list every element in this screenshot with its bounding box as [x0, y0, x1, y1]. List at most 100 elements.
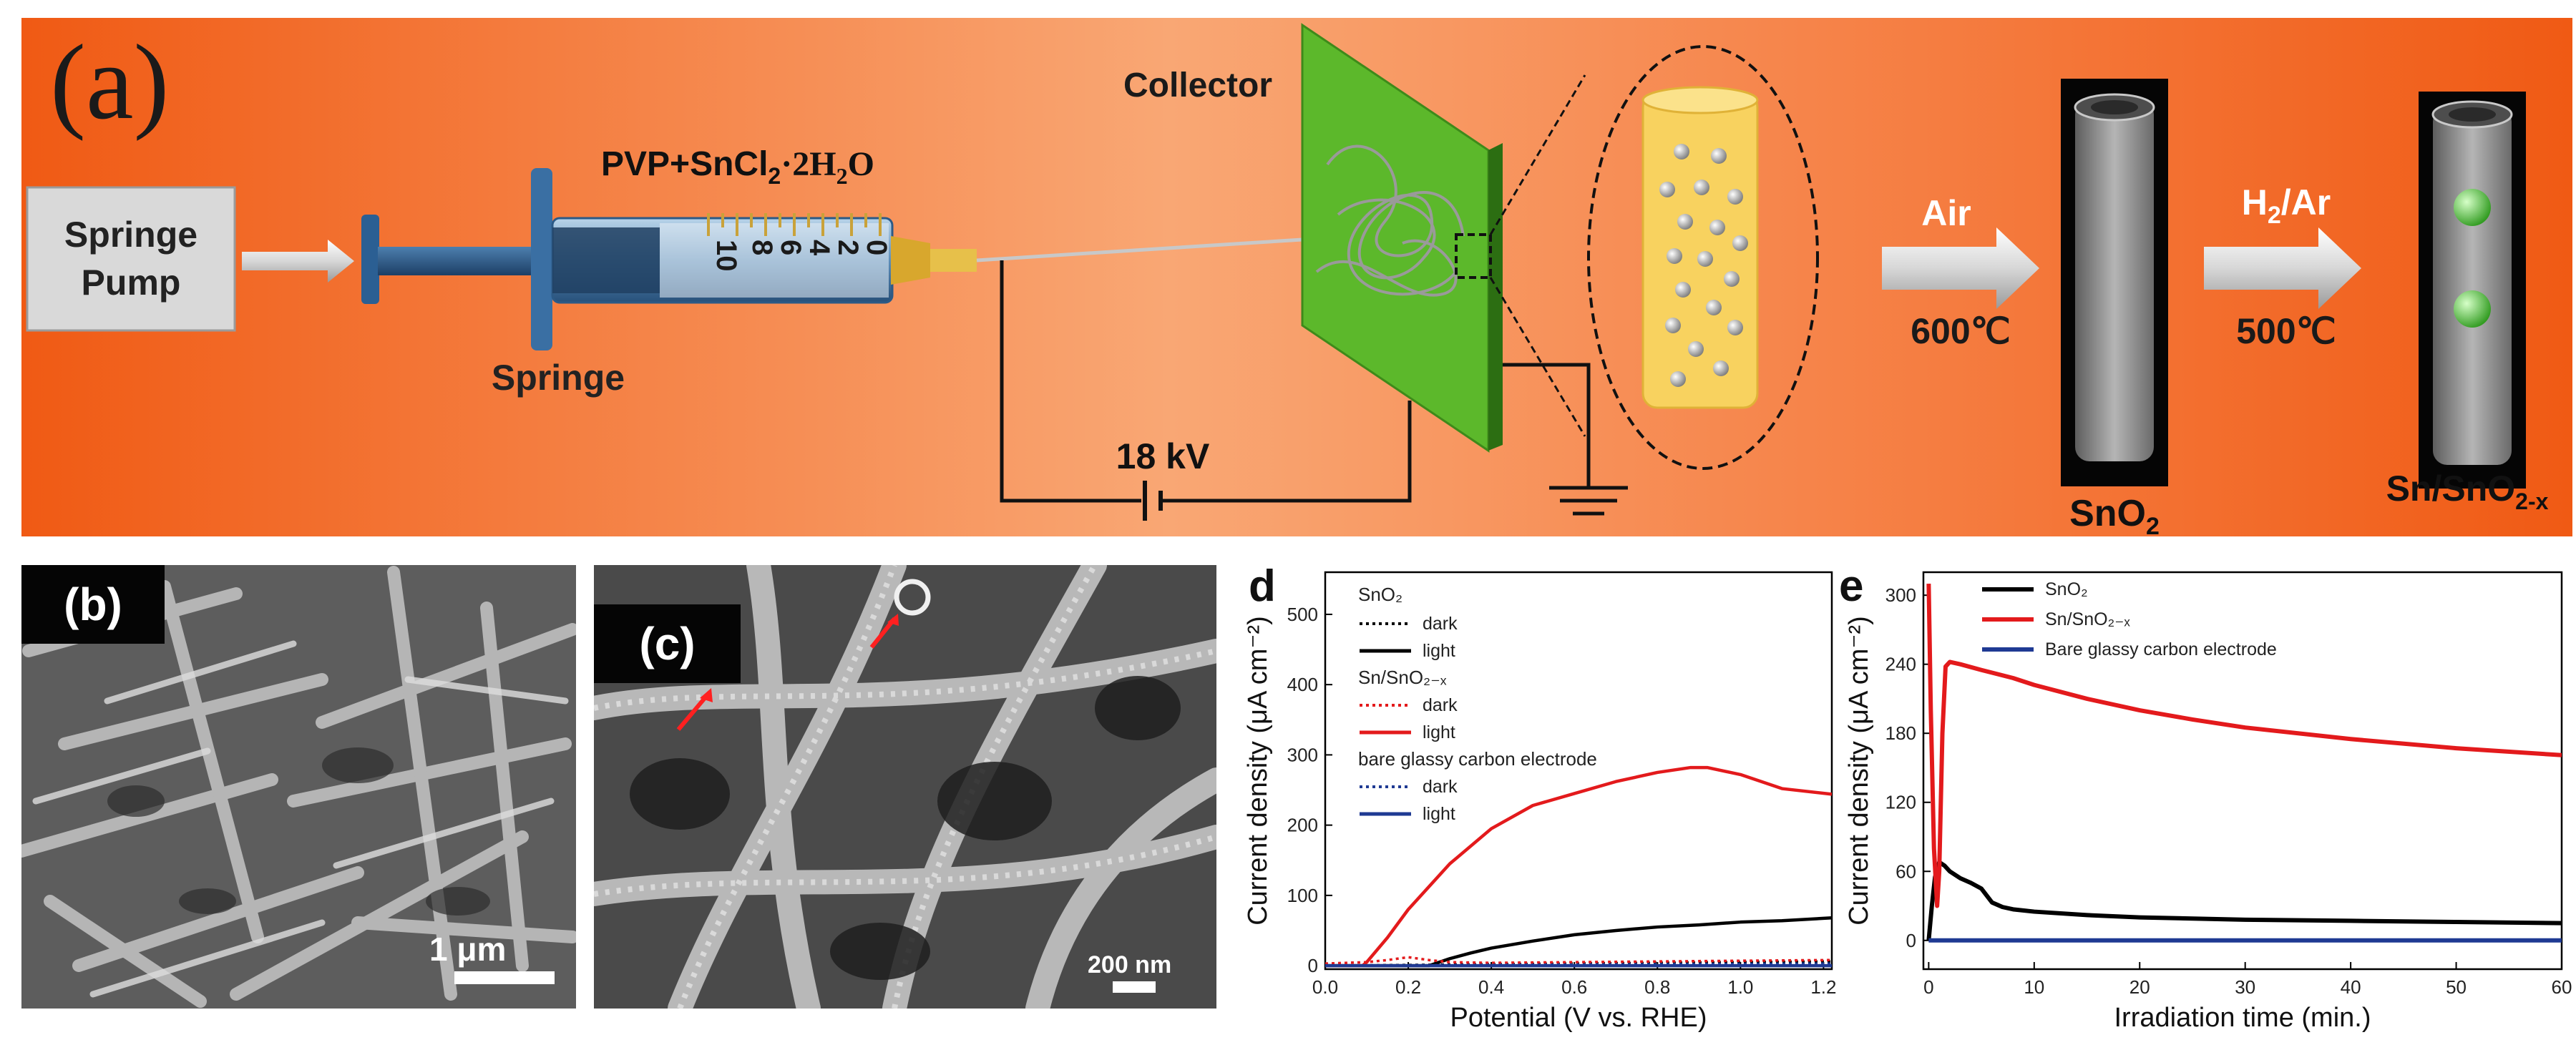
x-tick-label: 0	[1923, 976, 1933, 998]
legend-entry-5: light	[1423, 722, 1455, 742]
panel-c-sem-image: (c) 200 nm	[594, 565, 1216, 1009]
panel-e-letter: e	[1839, 561, 1863, 611]
wire-right	[1163, 401, 1412, 503]
air-arrow	[1882, 227, 2039, 309]
scale-mark-10: 10	[711, 240, 742, 272]
step2-gas-label: H2/Ar	[2242, 182, 2331, 229]
zoom-line-top	[1489, 74, 1586, 235]
syringe-flange	[531, 168, 552, 350]
y-tick-label: 0	[1906, 930, 1916, 951]
product1-label: SnO2	[2069, 493, 2160, 540]
x-tick-label: 50	[2446, 976, 2467, 998]
x-tick-label: 20	[2129, 976, 2150, 998]
solution-label: PVP+SnCl2·2H2O	[601, 145, 874, 189]
x-tick-label: 10	[2024, 976, 2044, 998]
legend-group-3: Sn/SnO₂₋ₓ	[1358, 667, 1447, 688]
panel-b-label: (b)	[21, 565, 165, 644]
panel-c-scale-bar	[1113, 981, 1156, 993]
x-tick-label: 0.6	[1561, 976, 1587, 998]
collector-plate-edge	[1488, 143, 1503, 451]
legend-entry-0: SnO₂	[2045, 579, 2088, 599]
pump-label-line2: Pump	[82, 262, 181, 303]
panel-c-scale-label: 200 nm	[1088, 951, 1172, 978]
panel-b-texture	[21, 565, 576, 1009]
legend-entry-1: Sn/SnO₂₋ₓ	[2045, 609, 2130, 629]
y-tick-label: 60	[1896, 860, 1916, 882]
y-tick-label: 100	[1287, 885, 1318, 906]
zoom-line-bottom	[1489, 277, 1586, 437]
x-tick-label: 0.4	[1478, 976, 1504, 998]
y-axis-label: Current density (μA cm⁻²)	[1844, 616, 1874, 926]
panel-b-scale-label: 1 μm	[429, 931, 507, 968]
sno2-tube-hole	[2091, 100, 2138, 114]
collector-label: Collector	[1123, 67, 1272, 104]
snsno2x-tube-hole	[2449, 107, 2496, 122]
sno2-tube	[2075, 100, 2154, 461]
x-tick-label: 40	[2341, 976, 2361, 998]
panel-d-letter: d	[1249, 561, 1276, 611]
zoom-box	[1455, 233, 1492, 279]
legend-entry-8: light	[1423, 804, 1455, 824]
x-tick-label: 30	[2235, 976, 2255, 998]
series-line-3	[1325, 765, 1832, 968]
x-tick-label: 0.0	[1312, 976, 1338, 998]
scale-mark-8: 8	[746, 240, 778, 255]
wire-ground	[1496, 363, 1591, 486]
scale-mark-0: 0	[861, 240, 892, 255]
plot-frame	[1922, 571, 2563, 971]
y-tick-label: 300	[1885, 584, 1916, 606]
legend-group-6: bare glassy carbon electrode	[1358, 748, 1597, 770]
product2-label: Sn/SnO2-x	[2386, 468, 2549, 514]
x-axis-label: Potential (V vs. RHE)	[1450, 1003, 1707, 1033]
syringe-liquid	[660, 223, 889, 298]
x-tick-label: 1.0	[1727, 976, 1753, 998]
y-tick-label: 240	[1885, 654, 1916, 675]
panel-a-label: (a)	[50, 23, 169, 142]
series-line-2	[1325, 956, 1832, 965]
y-tick-label: 300	[1287, 744, 1318, 765]
y-tick-label: 200	[1287, 815, 1318, 836]
syringe-needle-jet	[976, 237, 1303, 262]
zoom-ellipse	[1587, 45, 1819, 470]
series-line-1	[1926, 584, 2562, 908]
legend-entry-7: dark	[1423, 777, 1458, 797]
scale-mark-6: 6	[775, 240, 806, 255]
plot-frame	[1324, 571, 1833, 971]
syringe-thumb-rest	[361, 215, 379, 304]
y-tick-label: 120	[1885, 792, 1916, 813]
step2-temp-label: 500℃	[2236, 311, 2336, 351]
scale-mark-2: 2	[832, 240, 864, 255]
h2ar-arrow	[2204, 227, 2361, 309]
syringe-hub	[891, 236, 930, 285]
scale-mark-4: 4	[804, 240, 835, 256]
syringe-label: Springe	[492, 358, 625, 398]
syringe-plunger-head	[552, 227, 660, 293]
step1-gas-label: Air	[1921, 193, 1971, 233]
y-tick-label: 400	[1287, 674, 1318, 695]
collector-fibers	[1315, 144, 1465, 297]
sn-particle-2	[2454, 290, 2491, 328]
x-tick-label: 0.2	[1395, 976, 1421, 998]
y-tick-label: 500	[1287, 604, 1318, 625]
pump-arrow	[242, 240, 354, 283]
legend-entry-2: light	[1423, 641, 1455, 661]
y-tick-label: 180	[1885, 722, 1916, 744]
panel-a-background	[21, 18, 2572, 536]
step1-temp-label: 600℃	[1911, 311, 2011, 351]
x-tick-label: 60	[2552, 976, 2572, 998]
voltage-label: 18 kV	[1116, 436, 1210, 476]
wire-left	[1000, 260, 1141, 503]
y-axis-label: Current density (μA cm⁻²)	[1243, 616, 1273, 926]
x-axis-label: Irradiation time (min.)	[2114, 1003, 2371, 1033]
syringe-scale-ticks	[707, 213, 882, 236]
pump-box	[26, 186, 236, 332]
panel-b-scale-bar	[454, 971, 555, 984]
legend-group-0: SnO₂	[1358, 584, 1402, 605]
panel-c-label: (c)	[594, 604, 741, 683]
y-tick-label: 0	[1308, 955, 1318, 976]
panel-e-chart: e 0 10 20 30 40 50 60 0 60 120 180 240 300 Irradiation…	[1839, 561, 2572, 1033]
fiber-particles	[1659, 144, 1748, 387]
panel-a-schematic: (a) Springe Pump Springe PVP+SnCl2·2H2O …	[21, 18, 2572, 540]
panel-b-sem-image: (b) 1 μm	[21, 565, 576, 1009]
legend-entry-4: dark	[1423, 695, 1458, 715]
